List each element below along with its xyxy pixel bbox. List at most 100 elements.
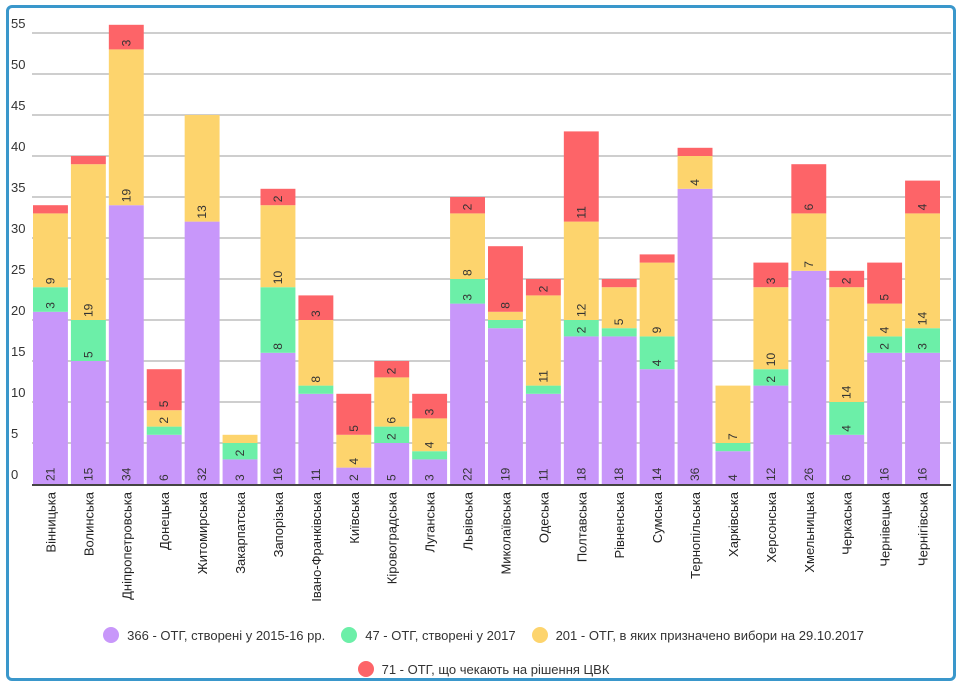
bar-segment[interactable] xyxy=(905,180,940,214)
bar-stack[interactable] xyxy=(905,180,940,484)
bar-stack[interactable] xyxy=(108,24,144,484)
bar-segment[interactable] xyxy=(146,434,182,484)
bar-segment[interactable] xyxy=(791,270,827,484)
bar-segment[interactable] xyxy=(260,287,296,353)
bar-segment[interactable] xyxy=(639,254,675,263)
bar-segment[interactable] xyxy=(715,385,751,443)
legend-item-awaiting-cvk[interactable]: 71 - ОТГ, що чекають на рішення ЦВК xyxy=(357,661,609,677)
bar-segment[interactable] xyxy=(791,213,827,271)
bar-segment[interactable] xyxy=(336,393,372,435)
bar-segment[interactable] xyxy=(563,131,599,222)
bar-segment[interactable] xyxy=(829,402,865,435)
bar-segment[interactable] xyxy=(753,369,789,386)
bar-stack[interactable] xyxy=(829,270,865,484)
bar-segment[interactable] xyxy=(146,410,182,427)
bar-stack[interactable] xyxy=(753,262,789,484)
bar-segment[interactable] xyxy=(146,369,182,411)
bar-segment[interactable] xyxy=(33,311,68,484)
bar-segment[interactable] xyxy=(639,369,675,484)
bar-segment[interactable] xyxy=(298,393,334,484)
bar-segment[interactable] xyxy=(601,279,637,288)
bar-stack[interactable] xyxy=(184,115,220,484)
bar-segment[interactable] xyxy=(488,320,523,329)
bar-stack[interactable] xyxy=(374,361,410,484)
bar-stack[interactable] xyxy=(525,279,561,484)
bar-segment[interactable] xyxy=(715,451,751,484)
bar-segment[interactable] xyxy=(905,213,940,329)
bar-segment[interactable] xyxy=(70,320,106,361)
bar-segment[interactable] xyxy=(450,197,485,214)
bar-stack[interactable] xyxy=(70,156,106,484)
bar-segment[interactable] xyxy=(374,426,410,443)
bar-segment[interactable] xyxy=(412,418,448,452)
legend-item-2015-16[interactable]: 366 - ОТГ, створені у 2015-16 рр. xyxy=(103,627,325,643)
bar-stack[interactable] xyxy=(601,279,637,484)
bar-segment[interactable] xyxy=(563,320,599,337)
bar-segment[interactable] xyxy=(298,320,334,386)
bar-segment[interactable] xyxy=(260,188,296,206)
bar-segment[interactable] xyxy=(70,164,106,320)
bar-segment[interactable] xyxy=(753,262,789,288)
bar-segment[interactable] xyxy=(146,426,182,435)
bar-stack[interactable] xyxy=(791,164,827,484)
bar-segment[interactable] xyxy=(677,147,713,156)
bar-segment[interactable] xyxy=(336,467,372,484)
bar-segment[interactable] xyxy=(563,336,599,484)
bar-segment[interactable] xyxy=(753,287,789,370)
bar-segment[interactable] xyxy=(601,287,637,329)
bar-segment[interactable] xyxy=(298,385,334,394)
bar-segment[interactable] xyxy=(184,115,220,222)
bar-segment[interactable] xyxy=(525,393,561,484)
bar-stack[interactable] xyxy=(298,295,334,484)
bar-segment[interactable] xyxy=(374,377,410,427)
bar-segment[interactable] xyxy=(905,328,940,353)
bar-segment[interactable] xyxy=(260,352,296,484)
bar-segment[interactable] xyxy=(450,303,485,484)
bar-segment[interactable] xyxy=(70,361,106,484)
bar-segment[interactable] xyxy=(715,443,751,452)
bar-segment[interactable] xyxy=(108,49,144,206)
bar-segment[interactable] xyxy=(108,205,144,484)
bar-stack[interactable] xyxy=(146,369,182,484)
bar-segment[interactable] xyxy=(222,443,258,460)
bar-stack[interactable] xyxy=(336,393,372,484)
bar-stack[interactable] xyxy=(715,385,751,484)
bar-segment[interactable] xyxy=(488,311,523,320)
legend-item-2017[interactable]: 47 - ОТГ, створені у 2017 xyxy=(341,627,516,643)
bar-stack[interactable] xyxy=(222,434,258,484)
bar-segment[interactable] xyxy=(33,287,68,312)
bar-segment[interactable] xyxy=(791,164,827,214)
bar-segment[interactable] xyxy=(260,205,296,288)
bar-stack[interactable] xyxy=(677,147,713,485)
bar-segment[interactable] xyxy=(525,385,561,394)
bar-segment[interactable] xyxy=(563,221,599,320)
bar-segment[interactable] xyxy=(412,459,448,484)
bar-segment[interactable] xyxy=(450,279,485,304)
bar-segment[interactable] xyxy=(222,459,258,484)
bar-segment[interactable] xyxy=(829,434,865,484)
bar-segment[interactable] xyxy=(33,205,68,214)
bar-segment[interactable] xyxy=(601,336,637,484)
bar-segment[interactable] xyxy=(525,295,561,386)
bar-segment[interactable] xyxy=(867,336,903,353)
bar-segment[interactable] xyxy=(450,213,485,279)
bar-segment[interactable] xyxy=(412,393,448,419)
bar-segment[interactable] xyxy=(867,303,903,337)
bar-segment[interactable] xyxy=(639,336,675,370)
bar-stack[interactable] xyxy=(867,262,903,484)
bar-segment[interactable] xyxy=(298,295,334,320)
bar-segment[interactable] xyxy=(70,156,106,165)
bar-stack[interactable] xyxy=(563,131,599,484)
bar-segment[interactable] xyxy=(222,434,258,443)
bar-stack[interactable] xyxy=(412,393,448,484)
bar-segment[interactable] xyxy=(374,361,410,378)
bar-segment[interactable] xyxy=(677,188,713,485)
bar-segment[interactable] xyxy=(488,246,523,312)
bar-stack[interactable] xyxy=(450,197,485,484)
bar-stack[interactable] xyxy=(260,188,296,484)
bar-segment[interactable] xyxy=(488,328,523,484)
bar-segment[interactable] xyxy=(184,221,220,484)
bar-segment[interactable] xyxy=(601,328,637,337)
bar-segment[interactable] xyxy=(867,262,903,304)
bar-segment[interactable] xyxy=(753,385,789,484)
